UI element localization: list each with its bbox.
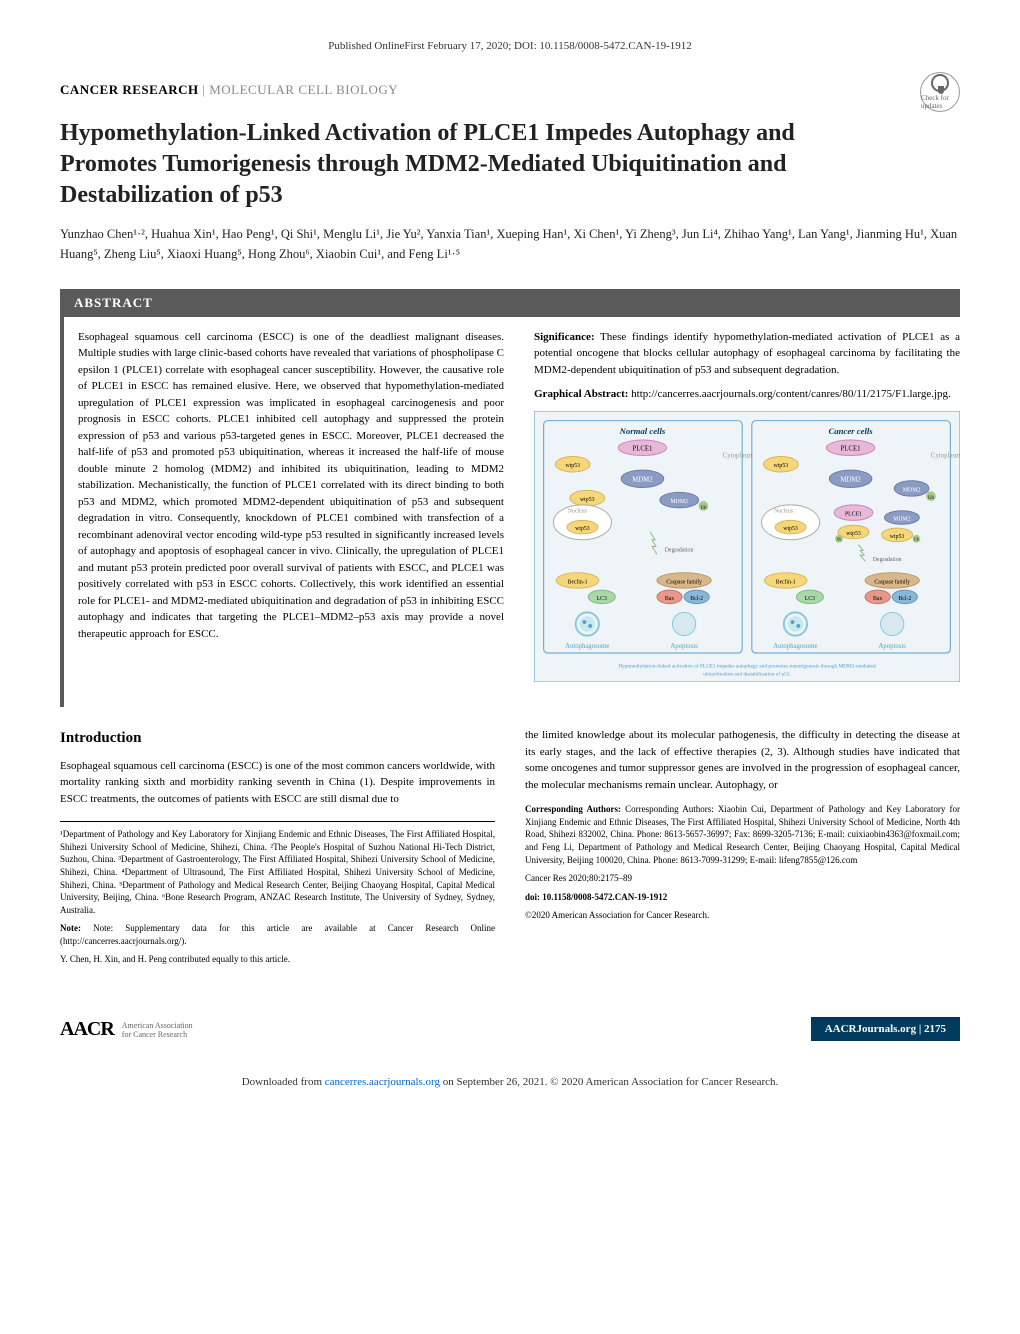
journal-name: CANCER RESEARCH xyxy=(60,82,199,97)
svg-text:Apoptosis: Apoptosis xyxy=(670,643,698,650)
publish-info: Published OnlineFirst February 17, 2020;… xyxy=(60,40,960,52)
svg-text:LC3: LC3 xyxy=(805,595,815,601)
svg-text:Ub: Ub xyxy=(914,537,919,541)
svg-text:Cytoplasm: Cytoplasm xyxy=(931,452,960,459)
footer-page-number: AACRJournals.org | 2175 xyxy=(811,1017,960,1041)
svg-text:Autophagosome: Autophagosome xyxy=(773,643,817,650)
svg-text:Bcl-2: Bcl-2 xyxy=(690,595,703,601)
svg-text:Bax: Bax xyxy=(665,595,674,601)
svg-text:MDM2: MDM2 xyxy=(903,487,920,493)
logo-subtitle: American Associationfor Cancer Research xyxy=(122,1022,193,1040)
intro-left-column: Introduction Esophageal squamous cell ca… xyxy=(60,727,495,972)
affiliations: ¹Department of Pathology and Key Laborat… xyxy=(60,828,495,916)
significance-label: Significance: xyxy=(534,331,595,343)
abstract-header: ABSTRACT xyxy=(60,289,960,317)
svg-text:wtp53: wtp53 xyxy=(774,463,789,469)
footnotes-left: ¹Department of Pathology and Key Laborat… xyxy=(60,821,495,966)
svg-text:Ub: Ub xyxy=(928,496,934,501)
article-title: Hypomethylation-Linked Activation of PLC… xyxy=(60,118,825,212)
svg-text:Apoptosis: Apoptosis xyxy=(878,643,906,650)
svg-text:Nucleus: Nucleus xyxy=(774,508,794,514)
intro-columns: Introduction Esophageal squamous cell ca… xyxy=(60,727,960,972)
svg-text:MDM2: MDM2 xyxy=(893,516,910,522)
article-category: | MOLECULAR CELL BIOLOGY xyxy=(199,82,399,97)
abstract-container: Esophageal squamous cell carcinoma (ESCC… xyxy=(60,317,960,708)
page-footer: AACR American Associationfor Cancer Rese… xyxy=(60,1002,960,1041)
graphical-label: Graphical Abstract: xyxy=(534,388,628,400)
aacr-logo: AACR American Associationfor Cancer Rese… xyxy=(60,1018,193,1041)
section-header: CANCER RESEARCH | MOLECULAR CELL BIOLOGY xyxy=(60,82,960,98)
download-link[interactable]: cancerres.aacrjournals.org xyxy=(325,1076,440,1088)
svg-text:Nucleus: Nucleus xyxy=(568,508,588,514)
note-text: Note: Supplementary data for this articl… xyxy=(60,923,495,946)
svg-text:PLCE1: PLCE1 xyxy=(632,445,652,452)
graphical-abstract-diagram: Normal cells Cancer cells PLCE1 Cytoplas… xyxy=(534,411,960,682)
svg-text:ubiquitination and destabiliza: ubiquitination and destabilization of p5… xyxy=(703,670,791,677)
copyright: ©2020 American Association for Cancer Re… xyxy=(525,909,960,922)
graphical-url: http://cancerres.aacrjournals.org/conten… xyxy=(628,388,950,400)
svg-text:Beclin-1: Beclin-1 xyxy=(776,579,796,585)
check-updates-icon[interactable]: Check for updates xyxy=(920,72,960,112)
svg-text:wtp53: wtp53 xyxy=(783,526,798,532)
svg-text:Caspase family: Caspase family xyxy=(874,578,910,585)
svg-text:PLCE1: PLCE1 xyxy=(841,445,861,452)
svg-text:wtp53: wtp53 xyxy=(890,533,905,539)
citation: Cancer Res 2020;80:2175–89 xyxy=(525,872,960,885)
svg-text:Bcl-2: Bcl-2 xyxy=(898,595,911,601)
svg-text:Hypomethylation-linked activat: Hypomethylation-linked activation of PLC… xyxy=(618,662,876,669)
svg-text:Cytoplasm: Cytoplasm xyxy=(723,452,753,459)
svg-text:Bax: Bax xyxy=(873,595,882,601)
svg-text:Caspase family: Caspase family xyxy=(666,578,702,585)
svg-text:PLCE1: PLCE1 xyxy=(845,511,862,517)
download-suffix: on September 26, 2021. © 2020 American A… xyxy=(440,1076,778,1088)
intro-right-text: the limited knowledge about its molecula… xyxy=(525,727,960,793)
significance-text: These findings identify hypomethylation-… xyxy=(534,331,960,376)
svg-text:wtp53: wtp53 xyxy=(580,497,595,503)
svg-text:MDM2: MDM2 xyxy=(840,476,861,483)
significance-para: Significance: These findings identify hy… xyxy=(534,329,960,379)
equal-contribution: Y. Chen, H. Xin, and H. Peng contributed… xyxy=(60,953,495,966)
check-updates-label: Check for updates xyxy=(921,94,959,110)
svg-text:wtp53: wtp53 xyxy=(846,530,861,536)
intro-heading: Introduction xyxy=(60,727,495,750)
abstract-left-column: Esophageal squamous cell carcinoma (ESCC… xyxy=(78,329,504,688)
download-prefix: Downloaded from xyxy=(242,1076,325,1088)
svg-text:LC3: LC3 xyxy=(597,595,607,601)
intro-left-text: Esophageal squamous cell carcinoma (ESCC… xyxy=(60,758,495,808)
intro-right-column: the limited knowledge about its molecula… xyxy=(525,727,960,972)
supplementary-note: Note: Note: Supplementary data for this … xyxy=(60,922,495,947)
download-bar: Downloaded from cancerres.aacrjournals.o… xyxy=(0,1061,1020,1103)
footnotes-right: Corresponding Authors: Corresponding Aut… xyxy=(525,803,960,922)
graphical-abstract-para: Graphical Abstract: http://cancerres.aac… xyxy=(534,386,960,403)
svg-text:MDM2: MDM2 xyxy=(671,499,688,505)
abstract-right-column: Significance: These findings identify hy… xyxy=(534,329,960,688)
svg-text:Ub: Ub xyxy=(837,537,842,541)
svg-text:Beclin-1: Beclin-1 xyxy=(568,579,588,585)
authors-list: Yunzhao Chen¹·², Huahua Xin¹, Hao Peng¹,… xyxy=(60,224,960,264)
corresponding-authors: Corresponding Authors: Corresponding Aut… xyxy=(525,803,960,866)
svg-text:wtp53: wtp53 xyxy=(575,526,590,532)
svg-text:wtp53: wtp53 xyxy=(565,463,580,469)
svg-text:Autophagosome: Autophagosome xyxy=(565,643,609,650)
abstract-text: Esophageal squamous cell carcinoma (ESCC… xyxy=(78,329,504,643)
svg-text:Cancer cells: Cancer cells xyxy=(828,426,873,436)
doi: doi: 10.1158/0008-5472.CAN-19-1912 xyxy=(525,891,960,904)
svg-text:Degradation: Degradation xyxy=(873,557,902,563)
svg-text:MDM2: MDM2 xyxy=(632,476,653,483)
svg-text:Degradation: Degradation xyxy=(665,547,694,553)
logo-text: AACR xyxy=(60,1018,114,1040)
svg-text:Normal cells: Normal cells xyxy=(619,426,666,436)
svg-text:Ub: Ub xyxy=(700,505,706,510)
